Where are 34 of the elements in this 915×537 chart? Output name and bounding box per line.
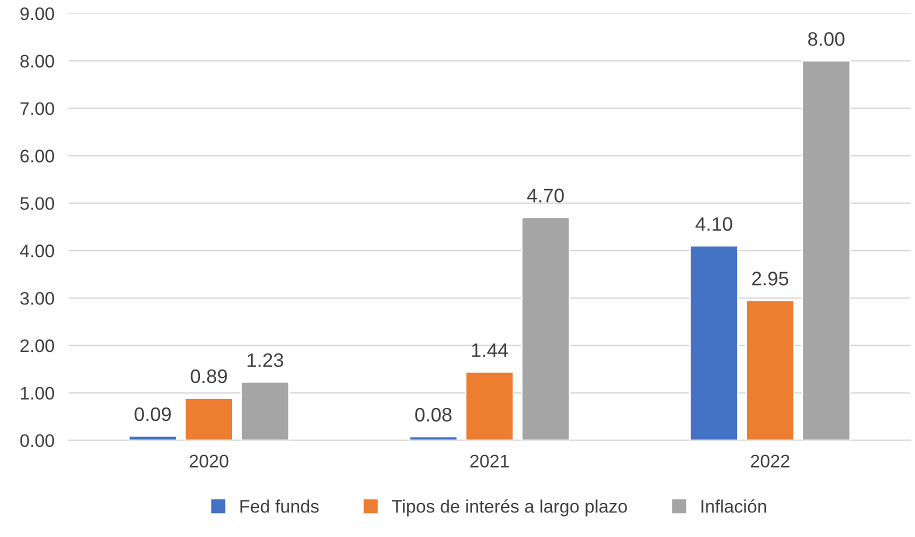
- x-tick-label: 2020: [190, 454, 228, 468]
- data-label: 0.09: [134, 407, 171, 422]
- bar: [128, 435, 178, 440]
- data-label: 1.44: [472, 344, 508, 357]
- data-label: 8.00: [808, 32, 844, 46]
- y-tick-label: 9.00: [20, 7, 54, 20]
- bar: [464, 371, 514, 440]
- legend-label: Fed funds: [240, 499, 319, 513]
- data-label: 2.95: [752, 272, 788, 286]
- y-tick-label: 2.00: [20, 339, 54, 352]
- data-label: 4.70: [527, 188, 564, 202]
- legend-label: Tipos de interés a largo plazo: [392, 499, 627, 516]
- bar: [408, 436, 458, 440]
- y-tick-label: 0.00: [20, 434, 54, 448]
- data-label: 0.89: [190, 369, 227, 384]
- x-tick-label: 2021: [470, 454, 509, 468]
- bar: [802, 60, 851, 440]
- bar: [689, 245, 739, 440]
- data-label: 0.08: [415, 408, 452, 422]
- y-tick-label: 5.00: [20, 197, 54, 210]
- bar: [746, 300, 795, 440]
- x-tick-label: 2022: [750, 454, 790, 468]
- data-label: 1.23: [248, 353, 284, 368]
- data-label: 4.10: [696, 217, 732, 231]
- y-tick-label: 6.00: [20, 150, 54, 162]
- y-tick-label: 7.00: [20, 102, 54, 116]
- y-tick-label: 4.00: [20, 244, 54, 258]
- y-tick-label: 1.00: [20, 386, 54, 400]
- bar: [184, 397, 234, 440]
- bar: [521, 216, 570, 440]
- y-tick-label: 3.00: [20, 292, 54, 305]
- legend-label: Inflación: [702, 499, 766, 513]
- bar: [240, 381, 290, 440]
- y-tick-label: 8.00: [20, 54, 54, 68]
